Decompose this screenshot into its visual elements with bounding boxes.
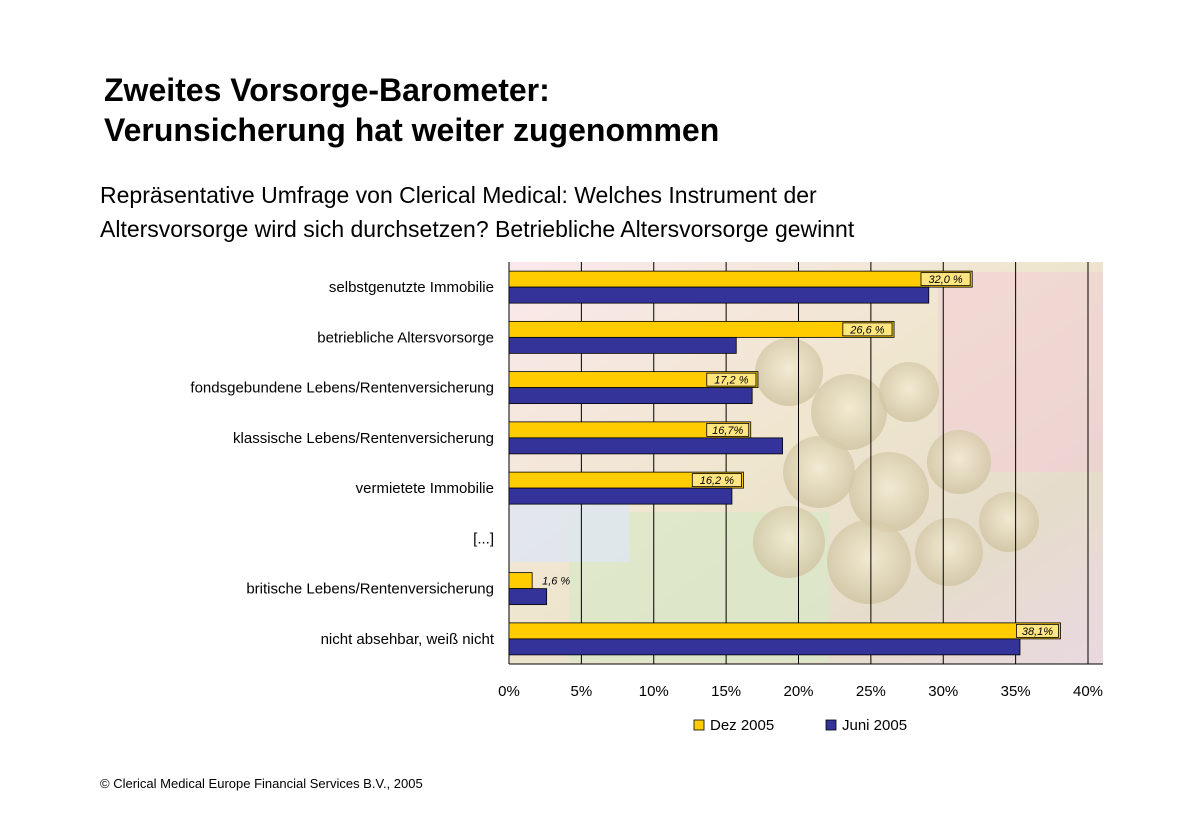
page-title: Zweites Vorsorge-Barometer: Verunsicheru… [104, 70, 1104, 150]
coin-shape [827, 520, 911, 604]
value-label-box [920, 272, 971, 287]
banknote-shape [509, 502, 629, 562]
x-tick-label: 30% [928, 683, 958, 700]
value-label: 38,1% [1022, 626, 1053, 638]
coin-shape [979, 492, 1039, 552]
value-labels: 32,0 % 26,6 % 17,2 % 16,7% 16,2 % 1,6 % 38,1% [542, 272, 1059, 638]
title-line-1: Zweites Vorsorge-Barometer: [104, 72, 550, 108]
value-label-box [842, 322, 893, 337]
value-label-box [706, 372, 757, 387]
bar-dez-2005 [508, 270, 973, 288]
x-tick-label: 40% [1073, 683, 1103, 700]
coin-shape [927, 430, 991, 494]
subtitle-line-1: Repräsentative Umfrage von Clerical Medi… [100, 182, 817, 208]
value-label: 17,2 % [714, 375, 748, 387]
bar-juni-2005 [508, 286, 930, 304]
value-label-box [1016, 623, 1059, 638]
title-line-2: Verunsicherung hat weiter zugenommen [104, 112, 720, 148]
bar-juni-2005 [508, 487, 733, 505]
category-label: selbstgenutzte Immobilie [329, 279, 494, 296]
value-label: 16,7% [712, 425, 743, 437]
x-tick-label: 15% [711, 683, 741, 700]
legend-swatch [825, 719, 837, 731]
legend-swatch [693, 719, 705, 731]
bar-juni-2005 [508, 437, 783, 455]
value-label: 16,2 % [700, 475, 734, 487]
bar-dez-2005 [508, 572, 533, 590]
bar-juni-2005 [508, 588, 548, 606]
bar-dez-2005 [508, 320, 895, 338]
x-tick-label: 20% [783, 683, 813, 700]
coin-shape [755, 338, 823, 406]
coin-shape [915, 518, 983, 586]
value-label: 32,0 % [928, 274, 962, 286]
coin-shape [811, 374, 887, 450]
value-label-box [691, 473, 742, 488]
category-labels: selbstgenutzte Immobilie betriebliche Alt… [190, 279, 494, 648]
bar-juni-2005 [508, 638, 1021, 656]
bars [508, 270, 1061, 656]
page-subtitle: Repräsentative Umfrage von Clerical Medi… [100, 178, 1140, 246]
x-tick-label: 25% [856, 683, 886, 700]
category-label: klassische Lebens/Rentenversicherung [233, 430, 494, 447]
x-axis-ticks: 0% 5% 10% 15% 20% 25% 30% 35% 40% [498, 683, 1103, 700]
value-label: 1,6 % [542, 576, 570, 588]
x-tick-label: 10% [639, 683, 669, 700]
value-label: 26,6 % [849, 324, 884, 336]
x-tick-label: 5% [571, 683, 593, 700]
bar-dez-2005 [508, 622, 1061, 640]
category-label: vermietete Immobilie [356, 480, 494, 497]
coin-shape [879, 362, 939, 422]
legend: Dez 2005 Juni 2005 [693, 717, 907, 734]
category-label: britische Lebens/Rentenversicherung [246, 581, 494, 598]
value-label-box [706, 422, 750, 437]
category-label: [...] [473, 530, 494, 547]
copyright-footer: © Clerical Medical Europe Financial Serv… [100, 776, 423, 791]
legend-label: Dez 2005 [710, 717, 774, 734]
coin-shape [753, 506, 825, 578]
coin-shape [783, 436, 855, 508]
x-tick-label: 0% [498, 683, 520, 700]
bar-juni-2005 [508, 387, 753, 405]
x-tick-label: 35% [1001, 683, 1031, 700]
subtitle-line-2: Altersvorsorge wird sich durchsetzen? Be… [100, 216, 855, 242]
bar-juni-2005 [508, 336, 737, 354]
category-label: fondsgebundene Lebens/Rentenversicherung [190, 380, 494, 397]
category-label: nicht absehbar, weiß nicht [321, 631, 495, 648]
coin-shape [849, 452, 929, 532]
category-label: betriebliche Altersvorsorge [317, 329, 494, 346]
legend-label: Juni 2005 [842, 717, 907, 734]
